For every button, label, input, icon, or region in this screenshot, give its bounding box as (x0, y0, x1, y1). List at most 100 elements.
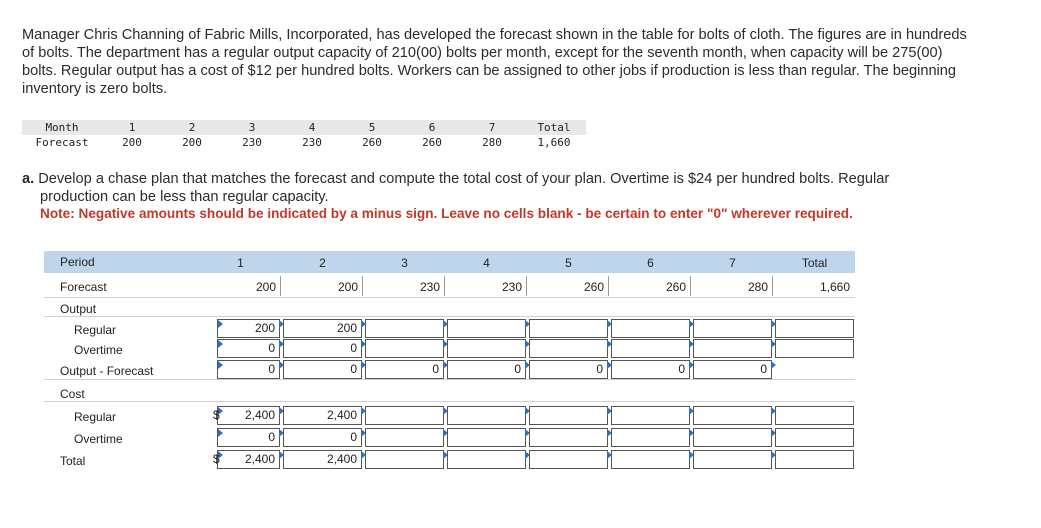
period-header-5: 5 (565, 256, 572, 270)
input-flag-icon (525, 451, 530, 459)
output-minus-forecast-input[interactable]: 0 (611, 360, 690, 379)
input-flag-icon (607, 451, 612, 459)
regular-output-input[interactable]: 200 (217, 319, 280, 338)
period-header-7: 7 (729, 256, 736, 270)
input-flag-icon (443, 407, 448, 415)
overtime-output-input[interactable] (611, 339, 690, 358)
overtime-output-input[interactable]: 0 (283, 339, 362, 358)
input-flag-icon (525, 361, 530, 369)
regular-output-input[interactable] (775, 319, 854, 338)
input-flag-icon (689, 451, 694, 459)
overtime-cost-input[interactable] (529, 428, 608, 447)
total-cost-input[interactable] (365, 450, 444, 469)
regular-cost-input[interactable] (365, 406, 444, 425)
regular-output-input[interactable] (447, 319, 526, 338)
regular-output-input[interactable] (693, 319, 772, 338)
output-minus-forecast-input[interactable]: 0 (529, 360, 608, 379)
overtime-output-input[interactable] (365, 339, 444, 358)
regular-cost-input[interactable] (775, 406, 854, 425)
input-flag-icon (279, 451, 284, 459)
overtime-cost-input[interactable]: 0 (217, 428, 280, 447)
input-flag-icon (279, 429, 284, 437)
overtime-output-input[interactable] (529, 339, 608, 358)
input-flag-icon (525, 407, 530, 415)
total-cost-input[interactable] (775, 450, 854, 469)
overtime-cost-input[interactable] (365, 428, 444, 447)
input-flag-icon (443, 320, 448, 328)
output-minus-forecast-input[interactable]: 0 (447, 360, 526, 379)
input-flag-icon (607, 429, 612, 437)
regular-cost-input[interactable] (611, 406, 690, 425)
input-flag-icon (361, 451, 366, 459)
row-label-total: Total (60, 454, 86, 468)
input-flag-icon (218, 429, 223, 437)
input-flag-icon (771, 361, 776, 369)
input-flag-icon (525, 320, 530, 328)
period-header-4: 4 (483, 256, 490, 270)
month-header: 5 (342, 120, 402, 135)
question-line2: production can be less than regular capa… (40, 189, 329, 205)
overtime-cost-input[interactable] (447, 428, 526, 447)
input-flag-icon (443, 429, 448, 437)
input-flag-icon (361, 407, 366, 415)
total-cost-input[interactable]: 2,400 (283, 450, 362, 469)
row-label-output: Output (60, 302, 97, 316)
forecast-value: 230 (302, 136, 322, 149)
overtime-output-input[interactable]: 0 (217, 339, 280, 358)
input-flag-icon (361, 340, 366, 348)
input-flag-icon (525, 429, 530, 437)
overtime-output-input[interactable] (775, 339, 854, 358)
total-header: Total (522, 120, 586, 135)
regular-output-input[interactable] (365, 319, 444, 338)
column-divider (690, 276, 691, 296)
month-header: 2 (162, 120, 222, 135)
forecast-value: 260 (422, 136, 442, 149)
regular-output-input[interactable] (529, 319, 608, 338)
input-flag-icon (607, 320, 612, 328)
input-flag-icon (218, 451, 223, 459)
total-cost-input[interactable] (447, 450, 526, 469)
grid-header-bar (44, 251, 855, 273)
forecast-total: 1,660 (537, 136, 571, 149)
forecast-value: 200 (122, 136, 142, 149)
output-minus-forecast-input[interactable]: 0 (365, 360, 444, 379)
regular-cost-input[interactable]: 2,400 (217, 406, 280, 425)
regular-cost-input[interactable]: 2,400 (283, 406, 362, 425)
overtime-cost-input[interactable] (775, 428, 854, 447)
row-label-overtime: Overtime (74, 343, 123, 357)
total-cost-input[interactable] (529, 450, 608, 469)
regular-cost-input[interactable] (447, 406, 526, 425)
overtime-cost-input[interactable] (611, 428, 690, 447)
overtime-output-input[interactable] (447, 339, 526, 358)
output-minus-forecast-input[interactable]: 0 (693, 360, 772, 379)
forecast-table-value-row: Forecast 200 200 230 230 260 260 280 1,6… (22, 135, 586, 150)
forecast-value: 260 (362, 136, 382, 149)
total-cost-input[interactable] (693, 450, 772, 469)
regular-output-input[interactable] (611, 319, 690, 338)
question-line1: Develop a chase plan that matches the fo… (38, 171, 890, 187)
input-flag-icon (607, 361, 612, 369)
total-cost-input[interactable]: 2,400 (217, 450, 280, 469)
regular-cost-input[interactable] (529, 406, 608, 425)
output-minus-forecast-input[interactable]: 0 (217, 360, 280, 379)
row-separator (44, 379, 855, 380)
regular-cost-input[interactable] (693, 406, 772, 425)
period-header-6: 6 (647, 256, 654, 270)
input-flag-icon (218, 320, 223, 328)
output-minus-forecast-input[interactable]: 0 (283, 360, 362, 379)
month-header: 1 (102, 120, 162, 135)
problem-statement: Manager Chris Channing of Fabric Mills, … (22, 27, 967, 97)
month-header: 6 (402, 120, 462, 135)
input-flag-icon (689, 361, 694, 369)
regular-output-input[interactable]: 200 (283, 319, 362, 338)
overtime-cost-input[interactable] (693, 428, 772, 447)
input-flag-icon (218, 361, 223, 369)
overtime-output-input[interactable] (693, 339, 772, 358)
total-cost-input[interactable] (611, 450, 690, 469)
input-flag-icon (361, 320, 366, 328)
input-flag-icon (771, 429, 776, 437)
chase-plan-grid: Period Forecast Output Regular Overtime … (44, 251, 855, 470)
period-header-total: Total (801, 256, 828, 270)
input-flag-icon (771, 320, 776, 328)
overtime-cost-input[interactable]: 0 (283, 428, 362, 447)
